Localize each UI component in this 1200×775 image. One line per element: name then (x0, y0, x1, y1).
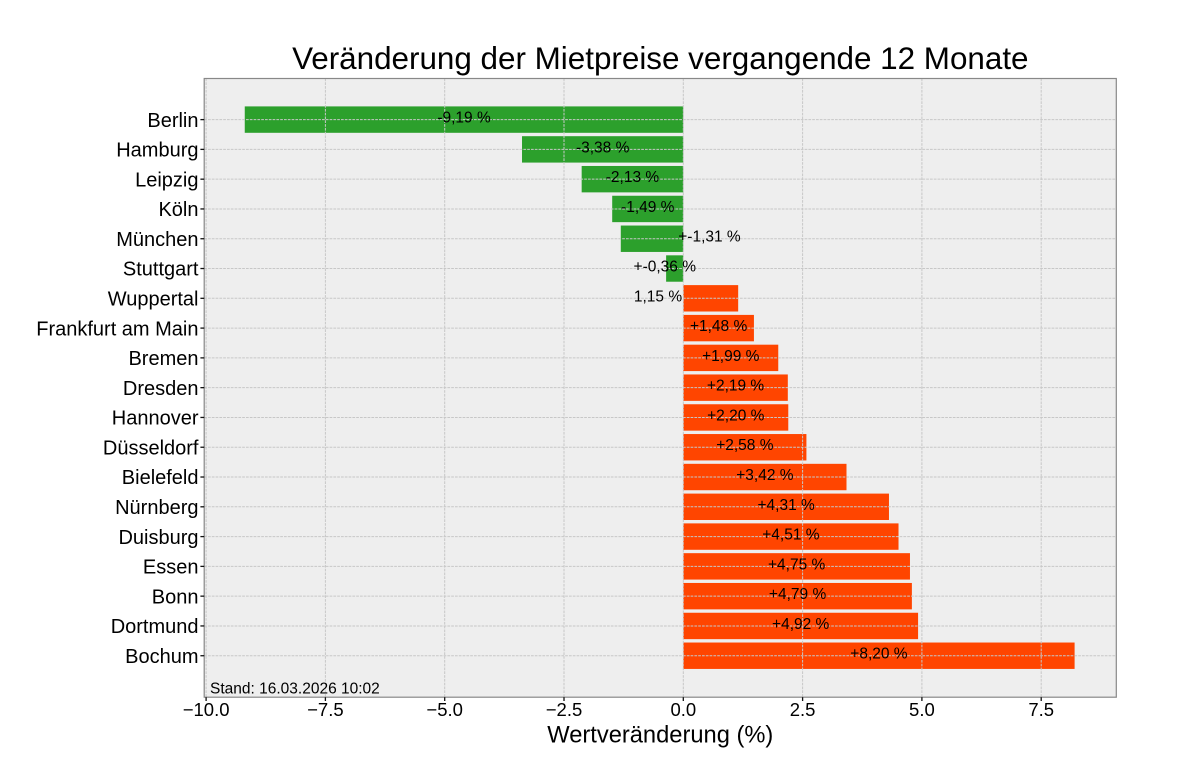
svg-text:−5.0: −5.0 (426, 699, 463, 720)
svg-text:+4,79 %: +4,79 % (769, 586, 827, 603)
svg-text:0.0: 0.0 (670, 699, 696, 720)
svg-text:+4,92 %: +4,92 % (772, 616, 830, 633)
svg-text:−7.5: −7.5 (307, 699, 344, 720)
svg-text:+-0,36 %: +-0,36 % (634, 259, 697, 276)
svg-text:Stand: 16.03.2026 10:02: Stand: 16.03.2026 10:02 (210, 680, 380, 697)
svg-text:-3,38 %: -3,38 % (576, 139, 630, 156)
svg-text:-1,49 %: -1,49 % (621, 199, 675, 216)
svg-text:+1,99 %: +1,99 % (702, 348, 760, 365)
svg-text:-2,13 %: -2,13 % (606, 169, 660, 186)
svg-text:Bonn: Bonn (152, 586, 199, 608)
svg-text:−2.5: −2.5 (546, 699, 583, 720)
svg-text:1,15 %: 1,15 % (634, 288, 682, 305)
svg-text:Nürnberg: Nürnberg (115, 497, 198, 519)
svg-text:+3,42 %: +3,42 % (736, 467, 794, 484)
svg-text:+8,20 %: +8,20 % (850, 646, 908, 663)
svg-text:+1,48 %: +1,48 % (690, 318, 748, 335)
svg-text:-9,19 %: -9,19 % (437, 110, 491, 127)
svg-text:Düsseldorf: Düsseldorf (103, 437, 199, 459)
svg-text:Köln: Köln (158, 199, 198, 221)
svg-text:Bochum: Bochum (125, 646, 198, 668)
svg-text:7.5: 7.5 (1028, 699, 1054, 720)
svg-text:+2,19 %: +2,19 % (707, 378, 765, 395)
svg-text:Leipzig: Leipzig (135, 169, 198, 191)
svg-text:Hamburg: Hamburg (116, 140, 198, 162)
svg-text:Wertveränderung (%): Wertveränderung (%) (547, 723, 773, 749)
svg-text:−10.0: −10.0 (183, 699, 230, 720)
svg-text:Berlin: Berlin (147, 110, 198, 132)
svg-text:+4,51 %: +4,51 % (762, 527, 820, 544)
svg-text:Wuppertal: Wuppertal (108, 289, 199, 311)
svg-text:Dresden: Dresden (123, 378, 199, 400)
svg-text:+-1,31 %: +-1,31 % (678, 229, 741, 246)
svg-text:Hannover: Hannover (112, 408, 199, 430)
svg-text:Veränderung der Mietpreise ver: Veränderung der Mietpreise vergangende 1… (292, 41, 1028, 76)
svg-text:Bielefeld: Bielefeld (122, 467, 199, 489)
svg-text:+4,75 %: +4,75 % (768, 556, 826, 573)
svg-text:+2,20 %: +2,20 % (707, 407, 765, 424)
svg-text:5.0: 5.0 (909, 699, 935, 720)
svg-text:Essen: Essen (143, 557, 199, 579)
svg-text:+4,31 %: +4,31 % (757, 497, 815, 514)
svg-text:2.5: 2.5 (790, 699, 816, 720)
svg-text:München: München (116, 229, 198, 251)
svg-text:Dortmund: Dortmund (111, 616, 199, 638)
svg-text:+2,58 %: +2,58 % (716, 437, 774, 454)
svg-text:Stuttgart: Stuttgart (123, 259, 199, 281)
svg-text:Bremen: Bremen (128, 348, 198, 370)
svg-text:Frankfurt am Main: Frankfurt am Main (36, 318, 198, 340)
svg-text:Duisburg: Duisburg (118, 527, 198, 549)
